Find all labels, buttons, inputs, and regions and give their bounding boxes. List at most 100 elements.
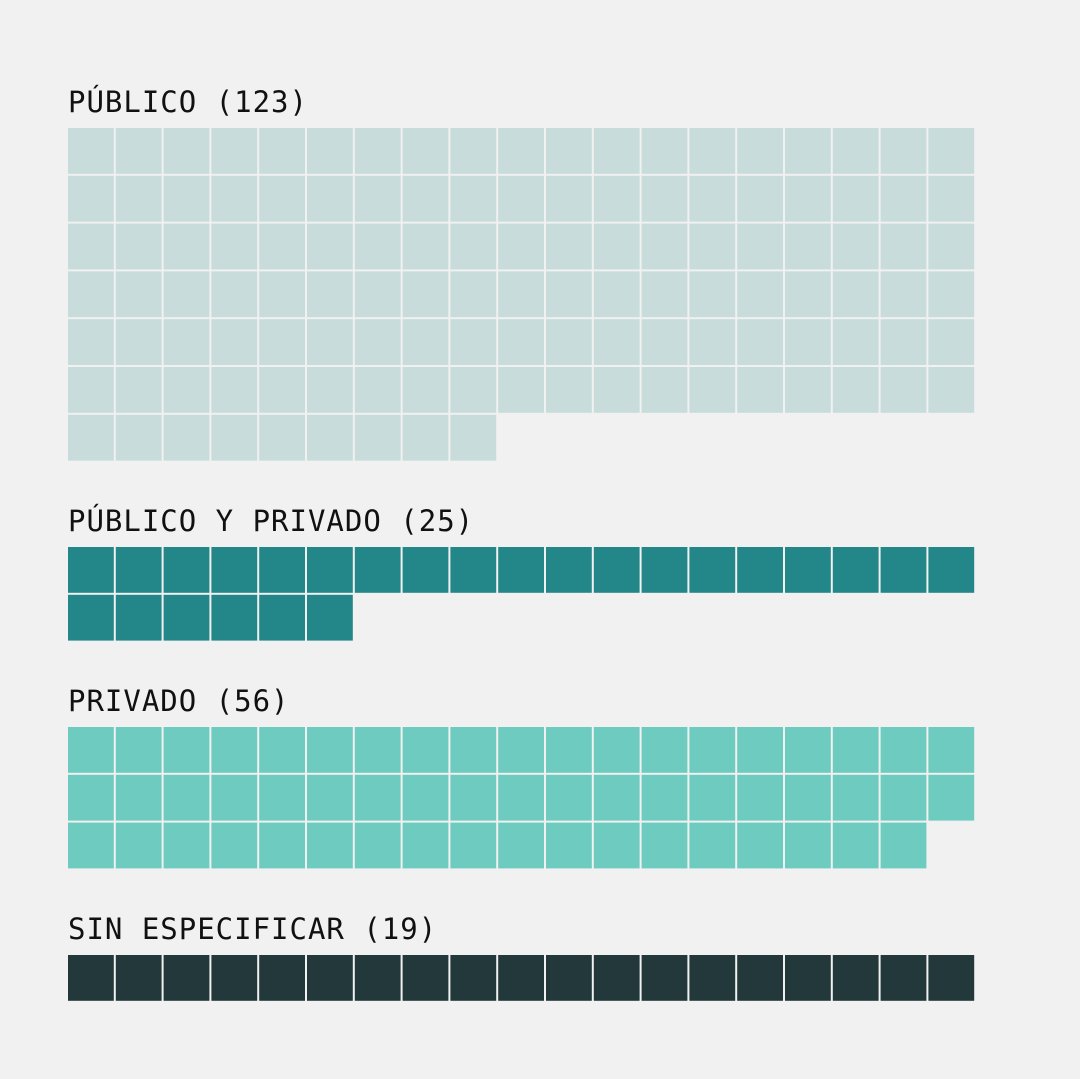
waffle-unit <box>163 774 210 821</box>
waffle-unit <box>163 271 210 318</box>
waffle-unit <box>68 727 114 773</box>
waffle-unit <box>689 271 736 318</box>
waffle-unit <box>163 367 210 413</box>
waffle-unit <box>115 774 162 821</box>
waffle-unit <box>354 271 401 318</box>
waffle-unit <box>641 223 688 270</box>
waffle-unit <box>163 547 210 593</box>
waffle-unit <box>689 319 736 365</box>
waffle-unit <box>593 128 640 174</box>
waffle-unit <box>785 271 831 318</box>
waffle-unit <box>402 547 449 593</box>
waffle-unit <box>546 128 592 174</box>
waffle-unit <box>259 955 305 1001</box>
waffle-unit <box>68 955 114 1001</box>
waffle-unit <box>593 175 640 222</box>
waffle-unit <box>689 727 736 773</box>
waffle-unit <box>115 271 162 318</box>
waffle-unit <box>880 955 927 1001</box>
waffle-unit <box>737 774 783 821</box>
waffle-unit <box>928 175 975 222</box>
waffle-unit <box>880 822 927 869</box>
waffle-unit <box>307 727 353 773</box>
waffle-unit <box>115 223 162 270</box>
waffle-unit <box>546 175 592 222</box>
waffle-unit <box>546 367 592 413</box>
waffle-unit <box>689 128 736 174</box>
waffle-unit <box>68 271 114 318</box>
waffle-unit <box>880 271 927 318</box>
waffle-unit <box>450 822 497 869</box>
waffle-unit <box>880 175 927 222</box>
waffle-unit <box>737 822 783 869</box>
waffle-unit <box>211 223 258 270</box>
waffle-unit <box>641 547 688 593</box>
waffle-unit <box>689 223 736 270</box>
waffle-unit <box>450 547 497 593</box>
waffle-unit <box>641 774 688 821</box>
waffle-unit <box>450 175 497 222</box>
waffle-unit <box>307 223 353 270</box>
waffle-unit <box>928 367 975 413</box>
waffle-unit <box>689 955 736 1001</box>
waffle-unit <box>737 128 783 174</box>
waffle-unit <box>498 128 544 174</box>
waffle-unit <box>450 955 497 1001</box>
waffle-unit <box>498 319 544 365</box>
waffle-unit <box>450 128 497 174</box>
waffle-unit <box>450 319 497 365</box>
waffle-unit <box>68 367 114 413</box>
waffle-unit <box>832 175 879 222</box>
waffle-unit <box>832 271 879 318</box>
waffle-unit <box>163 727 210 773</box>
waffle-unit <box>689 547 736 593</box>
waffle-unit <box>737 319 783 365</box>
waffle-unit <box>928 774 975 821</box>
waffle-unit <box>832 727 879 773</box>
waffle-unit <box>307 774 353 821</box>
waffle-unit <box>498 223 544 270</box>
waffle-unit <box>115 367 162 413</box>
waffle-unit <box>211 271 258 318</box>
waffle-unit <box>259 319 305 365</box>
waffle-unit <box>832 319 879 365</box>
waffle-unit <box>68 175 114 222</box>
waffle-unit <box>402 175 449 222</box>
waffle-unit <box>737 367 783 413</box>
waffle-unit <box>259 223 305 270</box>
waffle-unit <box>115 594 162 641</box>
waffle-unit <box>211 414 258 461</box>
waffle-unit <box>498 547 544 593</box>
waffle-unit <box>785 774 831 821</box>
waffle-unit <box>928 319 975 365</box>
waffle-unit <box>785 547 831 593</box>
waffle-unit <box>880 128 927 174</box>
waffle-unit <box>307 175 353 222</box>
waffle-unit <box>259 367 305 413</box>
waffle-unit <box>450 367 497 413</box>
group-sin-especificar: SIN ESPECIFICAR (19) <box>68 912 975 1001</box>
waffle-unit <box>354 367 401 413</box>
waffle-unit <box>211 594 258 641</box>
waffle-unit <box>115 727 162 773</box>
waffle-unit <box>402 128 449 174</box>
waffle-unit <box>546 955 592 1001</box>
waffle-unit <box>928 223 975 270</box>
waffle-unit <box>880 223 927 270</box>
waffle-unit <box>259 727 305 773</box>
waffle-unit <box>880 367 927 413</box>
waffle-unit <box>402 822 449 869</box>
waffle-unit <box>450 727 497 773</box>
waffle-unit <box>737 547 783 593</box>
waffle-unit <box>354 822 401 869</box>
waffle-unit <box>259 175 305 222</box>
waffle-unit <box>354 319 401 365</box>
waffle-unit <box>546 822 592 869</box>
waffle-unit <box>259 594 305 641</box>
waffle-unit <box>785 367 831 413</box>
waffle-unit <box>307 955 353 1001</box>
waffle-unit <box>211 175 258 222</box>
group-label: SIN ESPECIFICAR (19) <box>68 912 437 946</box>
waffle-unit <box>354 414 401 461</box>
